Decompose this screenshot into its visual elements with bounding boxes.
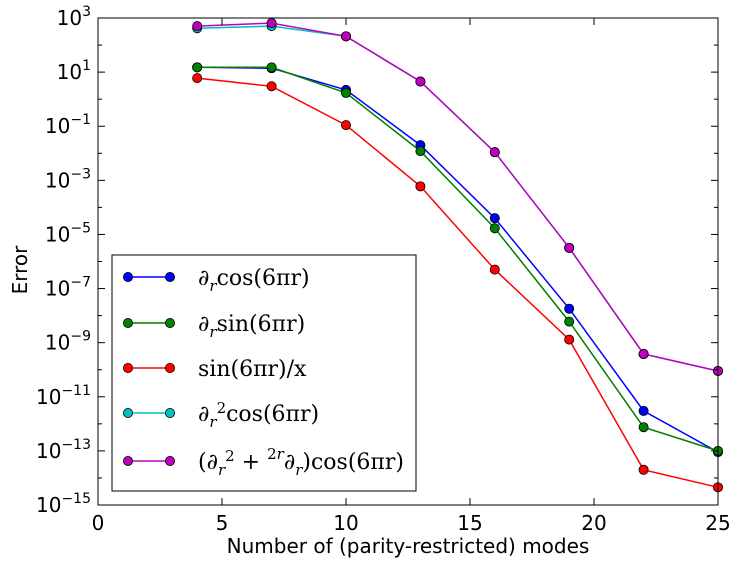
data-point [638,349,649,360]
y-tick-label: 10−5 [45,220,91,246]
x-tick-label: 5 [216,511,229,535]
y-tick-label: 103 [57,4,91,30]
legend-entry: sin(6πr)/x [123,357,307,382]
series-5 [192,18,724,376]
data-point [192,21,203,32]
data-point [192,62,203,73]
legend-entry: (∂r2 + 2r∂r)cos(6πr) [123,445,404,479]
legend-label: (∂r2 + 2r∂r)cos(6πr) [198,445,404,479]
data-point [266,62,277,73]
y-tick-label: 10−9 [45,329,91,355]
y-tick-label: 10−7 [45,275,91,301]
data-point [340,120,351,131]
legend-box [111,254,417,492]
x-tick-label: 10 [333,511,358,535]
y-tick-label: 101 [57,58,91,84]
x-tick-label: 0 [92,511,105,535]
legend-marker [123,317,134,328]
legend-entry: ∂r2cos(6πr) [123,399,319,431]
y-tick-label: 10−11 [36,383,91,409]
data-point [564,316,575,327]
x-axis-label: Number of (parity-restricted) modes [227,534,590,558]
x-tick-label: 20 [581,511,606,535]
data-point [415,181,426,192]
data-point [415,76,426,87]
y-tick-label: 10−13 [36,437,91,463]
data-point [564,334,575,345]
y-tick-label: 10−1 [45,112,91,138]
data-point [489,213,500,224]
legend-marker [123,407,134,418]
data-point [415,146,426,157]
legend-label: ∂rcos(6πr) [198,266,310,295]
x-tick-label: 25 [705,511,730,535]
data-point [489,223,500,234]
legend-marker [164,317,175,328]
legend-marker [164,407,175,418]
series-line [197,66,719,452]
data-point [489,264,500,275]
axes: 0 5 10 15 20 25 10−15 10−13 10−11 10−9 10−7 10−5 10−… [36,4,731,535]
legend-label: ∂rsin(6πr) [198,312,305,341]
legend-entry: ∂rsin(6πr) [123,312,305,341]
series-2 [192,62,724,456]
data-point [340,87,351,98]
data-point [489,147,500,158]
series-line [197,77,719,489]
legend-marker [164,271,175,282]
data-point [638,405,649,416]
data-point [340,31,351,42]
plot-area [192,18,724,493]
series-line [197,22,719,372]
y-tick-label: 10−15 [36,491,91,517]
data-point [564,303,575,314]
legend: ∂rcos(6πr) ∂rsin(6πr) sin(6πr)/x ∂r2cos(6πr… [111,254,417,492]
y-tick-label: 10−3 [45,166,91,192]
data-point [192,73,203,84]
y-axis-label: Error [8,245,32,295]
data-point [638,464,649,475]
legend-marker [164,362,175,373]
data-point [266,81,277,92]
legend-entry: ∂rcos(6πr) [123,266,310,295]
data-point [266,18,277,29]
legend-label: sin(6πr)/x [198,357,307,382]
x-tick-label: 15 [457,511,482,535]
legend-label: ∂r2cos(6πr) [198,399,319,431]
data-point [638,422,649,433]
data-point [564,242,575,253]
legend-marker [123,271,134,282]
legend-marker [123,362,134,373]
legend-marker [123,455,134,466]
legend-marker [164,455,175,466]
